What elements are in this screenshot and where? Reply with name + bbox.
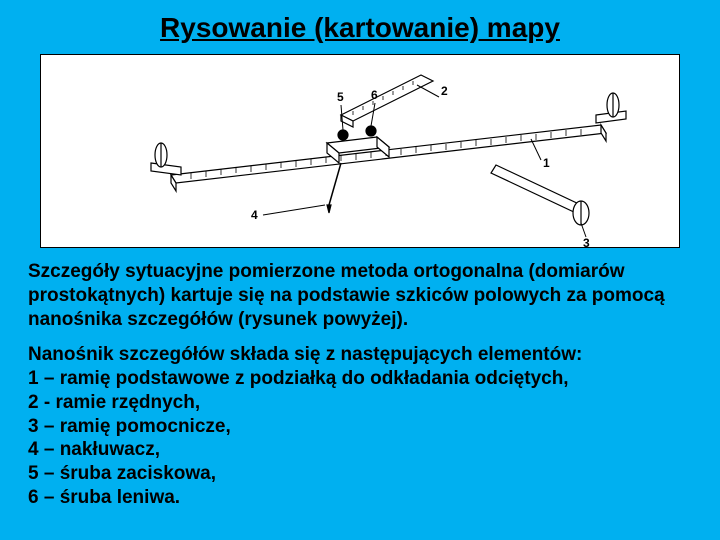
list-item: 1 – ramię podstawowe z podziałką do odkł… — [28, 367, 692, 391]
fig-label-2: 2 — [441, 84, 448, 98]
slide-title: Rysowanie (kartowanie) mapy — [28, 12, 692, 44]
component-list: Nanośnik szczegółów składa się z następu… — [28, 343, 692, 509]
list-item: 2 - ramie rzędnych, — [28, 391, 692, 415]
list-heading: Nanośnik szczegółów składa się z następu… — [28, 343, 692, 367]
fig-label-1: 1 — [543, 156, 550, 170]
list-item: 5 – śruba zaciskowa, — [28, 462, 692, 486]
list-item: 3 – ramię pomocnicze, — [28, 415, 692, 439]
fig-label-3: 3 — [583, 236, 590, 249]
description-paragraph: Szczegóły sytuacyjne pomierzone metoda o… — [28, 260, 692, 331]
fig-label-5: 5 — [337, 90, 344, 104]
list-item: 6 – śruba leniwa. — [28, 486, 692, 510]
fig-label-4: 4 — [251, 208, 258, 222]
list-item: 4 – nakłuwacz, — [28, 438, 692, 462]
instrument-figure: 5 6 2 1 4 3 — [40, 54, 680, 248]
fig-label-6: 6 — [371, 88, 378, 102]
